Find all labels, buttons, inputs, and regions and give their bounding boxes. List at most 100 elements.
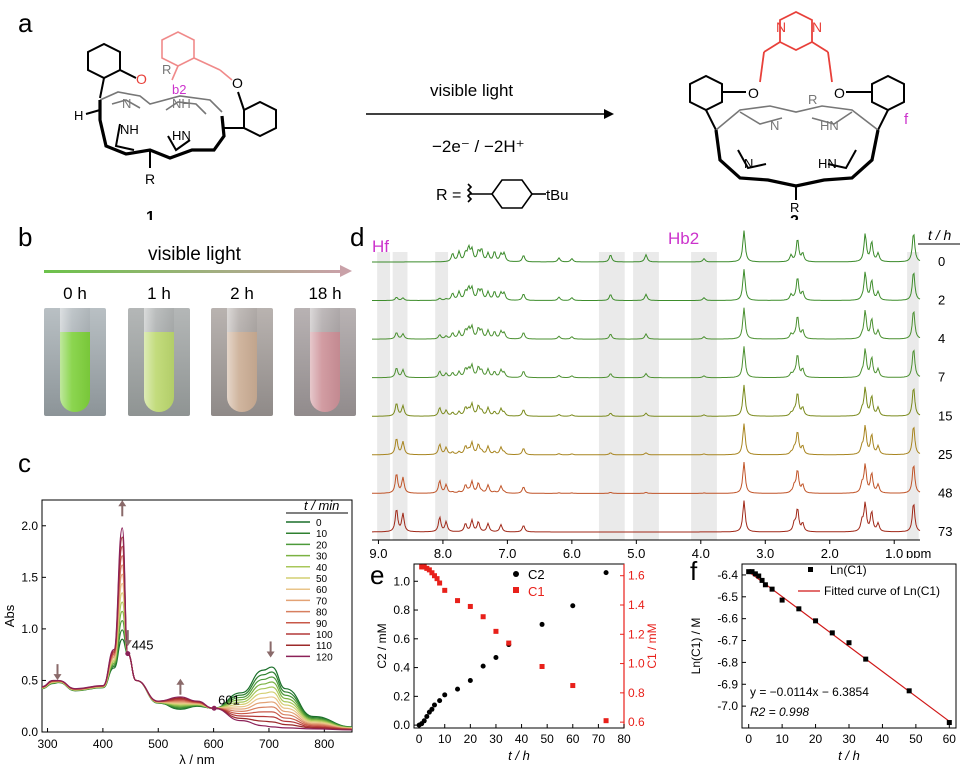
lnfit-xtick-label: 60 (943, 732, 957, 746)
kinetics-xtick-label: 50 (540, 732, 554, 746)
compound-1-structure (85, 31, 277, 168)
kinetics-xtick-label: 0 (416, 732, 423, 746)
kinetics-ytick-label-right: 1.4 (628, 598, 645, 612)
lnfit-point (846, 640, 852, 646)
lnfit-point (946, 720, 952, 726)
uvvis-trend-arrowhead (118, 500, 127, 507)
uvvis-legend-label: 60 (316, 585, 328, 596)
hn-label-2a: HN (820, 118, 839, 133)
hn-label-1: HN (172, 128, 191, 143)
b2-label: b2 (172, 82, 186, 97)
panel-label-f: f (690, 556, 698, 586)
n-label-2c: N (770, 118, 779, 133)
kinetics-point-c2 (480, 663, 486, 669)
uvvis-series-line (41, 527, 353, 731)
nmr-spectrum-trace (372, 307, 921, 340)
vial-1h (128, 308, 190, 416)
r-label-2a: R (808, 92, 817, 107)
uvvis-xtick-label: 700 (259, 737, 279, 751)
kinetics-point-c1 (539, 664, 545, 669)
vial-time-3: 18 h (308, 284, 342, 303)
kinetics-point-c2 (437, 698, 443, 704)
lnfit-legend-swatch-points (808, 567, 813, 572)
uvvis-xtick-label: 500 (148, 737, 168, 751)
lnfit-point (752, 571, 758, 577)
kinetics-ytick-label-left: 1.0 (393, 574, 410, 588)
panel-a-scheme: O O R b2 N NH NH HN H R 1 visible light … (74, 10, 909, 220)
nmr-xtick-label: 8.0 (434, 546, 452, 558)
nmr-time-label: 4 (938, 331, 945, 346)
lnfit-xtick-label: 40 (876, 732, 890, 746)
uvvis-plot-frame (41, 499, 353, 733)
nmr-time-label: 0 (938, 254, 945, 269)
kinetics-point-c2 (467, 678, 473, 684)
uvvis-legend-label: 70 (316, 596, 328, 607)
nmr-xtick-label: 9.0 (369, 546, 387, 558)
nmr-chart: Hf Hb2 t / h 0 2 4 7 15 25 48 73 9.0 8.0 7.0 6.0 5.0 4.0… (369, 227, 960, 558)
kinetics-ytick-label-left: 0.0 (393, 718, 410, 732)
compound-2-structure (689, 10, 905, 200)
lnfit-xtick-label: 20 (809, 732, 823, 746)
nmr-time-header: t / h (928, 227, 952, 243)
compound-2-label: 2 (790, 213, 799, 220)
uvvis-legend-label: 90 (316, 619, 328, 630)
nmr-hf-label: Hf (372, 237, 389, 256)
nmr-hb2-label: Hb2 (668, 229, 699, 248)
nmr-xtick-label: 4.0 (692, 546, 710, 558)
nmr-spectrum-trace (372, 230, 921, 263)
kinetics-point-c2 (431, 702, 437, 708)
lnfit-ytick-label: -6.5 (717, 590, 738, 604)
lnfit-point (746, 569, 752, 575)
pyrazine-ring-1 (161, 31, 195, 67)
r-group-structure (466, 179, 546, 209)
kinetics-point-c1 (431, 573, 437, 579)
panel-label-c: c (18, 448, 31, 478)
uvvis-xtick-label: 400 (93, 737, 113, 751)
nmr-spectrum-trace (372, 500, 921, 533)
lnfit-fitted-line (748, 571, 950, 722)
kinetics-ytick-label-left: 0.4 (393, 661, 410, 675)
n-label-2b: N (812, 19, 822, 35)
o-label-2a: O (748, 85, 759, 101)
kinetics-chart: 0 10 20 30 40 50 60 70 80 0.0 0.2 0.4 0.6 0.8 1.0 0.6 0.… (375, 563, 659, 763)
lnfit-legend-points: Ln(C1) (830, 563, 867, 577)
kinetics-point-c2 (424, 713, 430, 719)
kinetics-point-c2 (493, 655, 499, 661)
kinetics-point-c1 (455, 598, 461, 604)
nmr-unit-label: ppm (906, 546, 931, 558)
kinetics-xtick-label: 80 (617, 732, 631, 746)
kinetics-ytick-label-right: 1.2 (628, 627, 645, 641)
uvvis-legend-label: 100 (316, 630, 333, 641)
arrow-label-bottom: −2e⁻ / −2H⁺ (432, 137, 525, 156)
uvvis-ytick-label: 1.5 (21, 570, 38, 584)
uvvis-series-line (41, 592, 353, 729)
h-label-1: H (74, 108, 83, 123)
o-label-1b: O (232, 75, 243, 91)
n-label-2a: N (776, 19, 786, 35)
kinetics-legend-swatch-c2 (513, 571, 519, 577)
vial-time-0: 0 h (63, 284, 87, 303)
uvvis-legend-label: 40 (316, 563, 328, 574)
lnfit-xlabel: t / h (838, 748, 860, 763)
nmr-spectrum-trace (371, 423, 921, 456)
lnfit-point (756, 573, 762, 579)
panel-b-title: visible light (148, 244, 241, 265)
o-label-1a: O (136, 71, 147, 87)
uvvis-xtick-label: 800 (314, 737, 334, 751)
nmr-shaded-band (691, 252, 717, 540)
nmr-time-label: 48 (938, 485, 952, 500)
visible-light-gradient-arrow (44, 270, 340, 273)
kinetics-ylabel-right: C1 / mM (645, 623, 659, 668)
nmr-shaded-band (598, 252, 625, 540)
lnfit-ytick-label: -6.8 (717, 655, 738, 669)
nmr-xtick-label: 6.0 (563, 546, 581, 558)
panel-label-e: e (370, 560, 385, 590)
nmr-time-label: 25 (938, 447, 952, 462)
vial-2h (211, 308, 273, 416)
uvvis-trend-arrowhead (176, 678, 185, 685)
kinetics-point-c1 (493, 628, 499, 634)
lnfit-point (906, 688, 912, 694)
kinetics-xtick-label: 20 (464, 732, 478, 746)
n-label-1: N (122, 96, 131, 111)
lnfit-xtick-label: 50 (909, 732, 923, 746)
